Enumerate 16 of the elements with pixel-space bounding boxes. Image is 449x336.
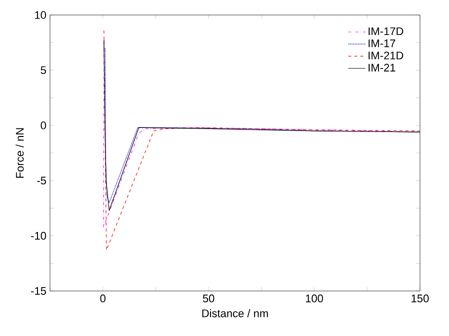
- legend-label: IM-17: [368, 40, 396, 48]
- y-tick-label: -10: [31, 232, 46, 240]
- y-tick-label: 10: [35, 11, 46, 19]
- legend-label: IM-21: [368, 64, 396, 72]
- y-tick-label: -5: [37, 176, 46, 184]
- y-axis-title: Force / nN: [16, 128, 24, 178]
- y-tick-label: 0: [40, 122, 46, 130]
- x-tick-label: 50: [202, 294, 214, 302]
- x-tick-label: 150: [412, 294, 429, 302]
- y-tick-label: 5: [40, 66, 46, 74]
- legend-label: IM-21D: [368, 52, 404, 60]
- x-axis-title: Distance / nm: [202, 309, 268, 318]
- x-tick-label: 100: [306, 294, 324, 302]
- x-tick-label: 0: [100, 294, 106, 302]
- legend-label: IM-17D: [368, 27, 404, 36]
- y-tick-label: -15: [31, 287, 46, 295]
